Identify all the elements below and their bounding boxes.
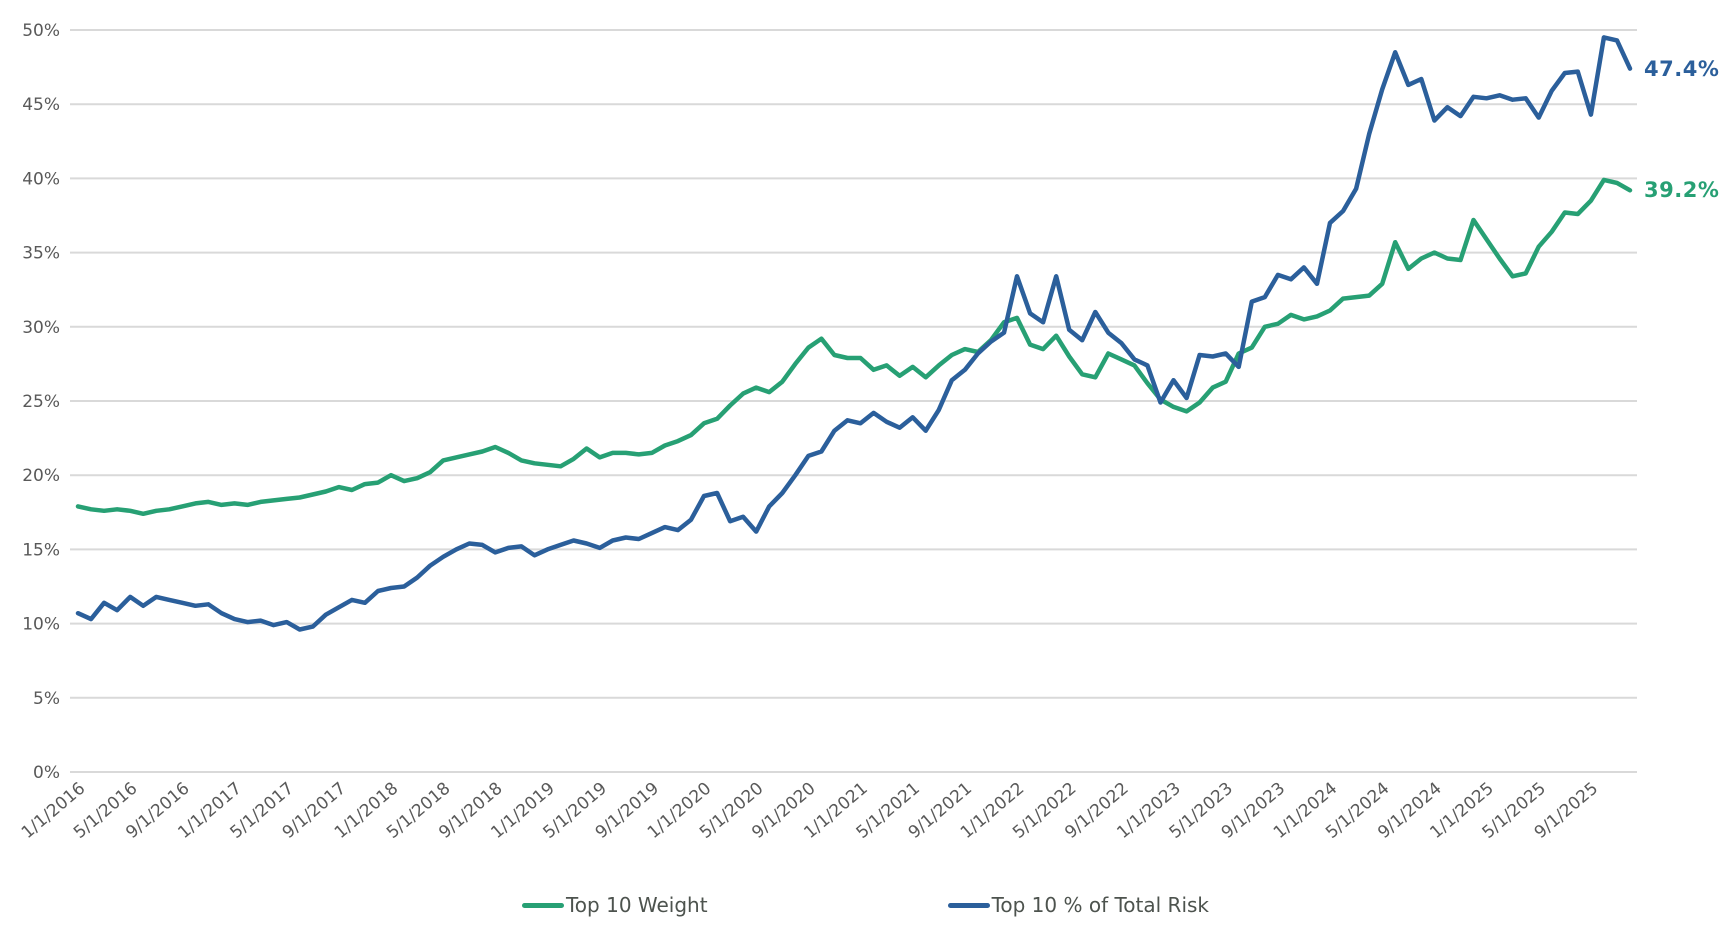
legend-line-swatch-risk <box>947 902 990 908</box>
legend-line-swatch-weight <box>521 902 564 908</box>
chart-legend: Top 10 Weight Top 10 % of Total Risk <box>0 893 1731 917</box>
legend-label-top10-weight: Top 10 Weight <box>565 893 708 917</box>
y-axis-tick-label: 15% <box>22 540 60 560</box>
series-line-top10-weight <box>75 177 1633 517</box>
end-label-weight: 39.2% <box>1644 178 1720 202</box>
legend-label-top10-risk: Top 10 % of Total Risk <box>991 893 1210 917</box>
end-label-total-risk: 47.4% <box>1644 57 1720 81</box>
y-axis-tick-label: 45% <box>22 95 60 115</box>
y-axis-tick-label: 20% <box>22 466 60 486</box>
y-axis-tick-label: 5% <box>33 689 60 709</box>
y-axis-tick-label: 40% <box>22 169 60 189</box>
y-axis-tick-label: 0% <box>33 763 60 783</box>
y-axis-tick-label: 50% <box>22 21 60 41</box>
series-line-top10-total-risk <box>75 35 1633 632</box>
y-axis-tick-label: 10% <box>22 615 60 635</box>
y-axis-tick-label: 25% <box>22 392 60 412</box>
legend-item-top10-weight: Top 10 Weight <box>521 893 708 917</box>
y-axis-tick-label: 30% <box>22 318 60 338</box>
legend-item-top10-risk: Top 10 % of Total Risk <box>947 893 1210 917</box>
y-axis-tick-label: 35% <box>22 244 60 264</box>
